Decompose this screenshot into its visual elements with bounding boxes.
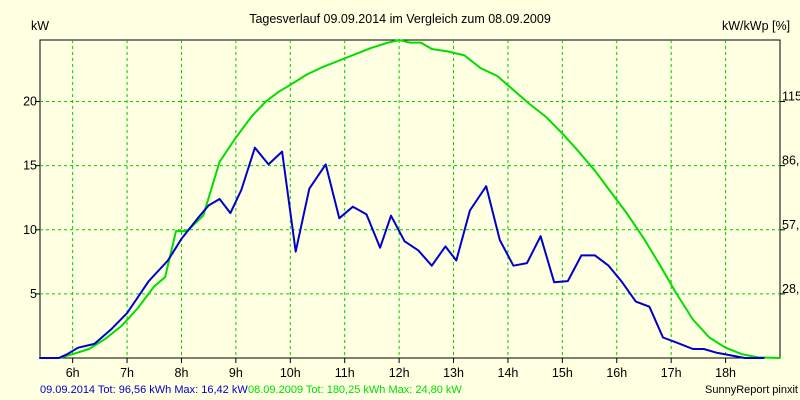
series-line-1 [39, 146, 765, 359]
x-tick-label: 12h [389, 366, 410, 380]
series-line-2 [39, 39, 781, 359]
y-axis-left-label: kW [31, 19, 49, 33]
y-tick-label-left: 10 [23, 223, 37, 237]
x-tick-label: 10h [280, 366, 301, 380]
x-tick-label: 7h [120, 366, 134, 380]
y-tick-label-left: 20 [23, 95, 37, 109]
x-tick-label: 13h [443, 366, 464, 380]
x-tick-label: 6h [66, 366, 80, 380]
x-tick-label: 16h [606, 366, 627, 380]
axis-ticks: 6h 7h 8h 9h 10h 11h 12h 13h 14h 15h 16h 17h 18h 5 28,9… [23, 90, 800, 380]
plot-area [39, 39, 781, 359]
y-tick-label-right: 86,8 [782, 154, 800, 168]
y-tick-label-left: 15 [23, 159, 37, 173]
x-tick-label: 18h [715, 366, 736, 380]
x-tick-label: 15h [552, 366, 573, 380]
chart-title: Tagesverlauf 09.09.2014 im Vergleich zum… [249, 12, 551, 26]
y-tick-label-right: 57,9 [782, 218, 800, 232]
x-tick-label: 17h [661, 366, 682, 380]
credit-text: SunnyReport pinxit [705, 384, 798, 396]
y-axis-right-label: kW/kWp [%] [722, 19, 790, 33]
x-tick-label: 9h [229, 366, 243, 380]
y-tick-label-right: 115,7 [782, 90, 800, 104]
y-tick-label-right: 28,9 [782, 282, 800, 296]
x-tick-label: 8h [175, 366, 189, 380]
x-tick-label: 11h [335, 366, 355, 380]
y-tick-label-left: 5 [30, 287, 37, 301]
x-tick-label: 14h [498, 366, 519, 380]
grid [40, 40, 780, 358]
series-1-summary: 09.09.2014 Tot: 96,56 kWh Max: 16,42 kW [40, 384, 248, 396]
series-2-summary: 08.09.2009 Tot: 180,25 kWh Max: 24,80 kW [248, 384, 462, 396]
series-lines [39, 39, 781, 359]
